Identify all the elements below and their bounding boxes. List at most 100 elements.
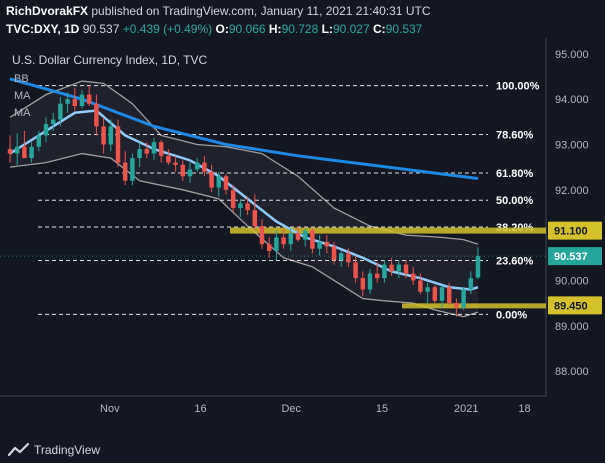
candle-body — [122, 162, 128, 181]
candlestick — [50, 112, 56, 131]
candle-body — [382, 264, 387, 279]
candle-body — [209, 171, 214, 188]
candlestick — [266, 237, 272, 258]
candle-body — [29, 146, 34, 159]
candle-body — [137, 149, 142, 159]
x-tick-label: 15 — [376, 403, 388, 415]
fib-level-label: 23.60% — [496, 256, 534, 268]
open-label: O: — [215, 22, 229, 36]
author-name[interactable]: RichDvorakFX — [6, 4, 89, 18]
candle-body — [65, 99, 70, 104]
candlestick — [338, 250, 344, 267]
x-tick-label: 18 — [518, 403, 530, 415]
axes: 95.00094.00093.00092.00091.00090.00089.0… — [100, 49, 589, 415]
candle-body — [454, 303, 459, 308]
candle-body — [266, 244, 272, 251]
published-text: published on TradingView.com, January 11… — [91, 4, 431, 18]
candlestick — [209, 164, 214, 193]
low-label: L: — [321, 22, 333, 36]
tradingview-branding[interactable]: TradingView — [8, 443, 100, 457]
candlestick — [259, 219, 265, 249]
open-value: 90.066 — [228, 22, 266, 36]
symbol-info: TVC:DXY, 1D 90.537 +0.439 (+0.49%) O:90.… — [6, 22, 422, 36]
y-tick-label: 94.000 — [555, 94, 589, 106]
price-tag-box — [548, 296, 602, 315]
fib-level-label: 61.80% — [496, 168, 534, 180]
candle-body — [396, 264, 402, 272]
candle-body — [403, 264, 409, 274]
close-label: C: — [372, 22, 386, 36]
bollinger-bands — [9, 80, 479, 318]
candlestick — [137, 142, 142, 168]
candle-body — [230, 189, 236, 208]
candlestick — [432, 284, 438, 304]
candlestick — [353, 255, 358, 283]
candlestick — [36, 130, 42, 152]
candlestick — [454, 298, 459, 317]
candlestick — [461, 287, 466, 310]
y-tick-label: 88.000 — [555, 366, 589, 378]
candle-body — [94, 103, 99, 127]
candlestick — [65, 92, 70, 113]
candle-body — [389, 264, 394, 272]
candlestick — [281, 228, 286, 249]
candle-body — [79, 94, 85, 106]
high-label: H: — [268, 22, 282, 36]
candle-body — [288, 232, 294, 245]
candlestick — [439, 284, 445, 308]
chart-frame — [0, 38, 547, 397]
symbol-label: TVC:DXY, 1D — [6, 22, 80, 36]
candle-body — [310, 230, 315, 249]
candlestick — [216, 171, 222, 197]
candle-body — [274, 237, 279, 251]
price-tag-box — [548, 247, 602, 266]
candlestick — [29, 142, 34, 163]
candle-body — [14, 146, 20, 154]
candlestick — [288, 228, 294, 251]
candlestick — [367, 269, 373, 295]
price-tag-label: 89.450 — [554, 300, 588, 312]
candlestick — [194, 158, 200, 172]
price-tags: 91.100 90.537 89.450 — [548, 221, 602, 315]
candle-body — [353, 262, 358, 279]
candlestick — [360, 271, 366, 297]
candlestick — [158, 139, 164, 163]
moving-average-slow — [9, 77, 479, 180]
candlestick — [382, 260, 387, 283]
candlestick — [230, 185, 236, 213]
x-tick-label: 2021 — [454, 403, 478, 415]
candle-body — [374, 273, 380, 279]
candlestick — [14, 133, 20, 165]
candle-body — [194, 162, 200, 170]
close-value: 90.537 — [385, 22, 423, 36]
candle-body — [22, 146, 27, 159]
candle-body — [202, 162, 207, 172]
candle-body — [295, 232, 301, 240]
candlestick — [425, 282, 430, 304]
candle-body — [108, 126, 114, 145]
candle-body — [302, 230, 308, 240]
candlestick — [403, 260, 409, 279]
chart-titles: U.S. Dollar Currency Index, 1D, TVC BB M… — [12, 53, 208, 119]
legend-ma-slow: MA — [14, 107, 31, 119]
candle-body — [238, 203, 243, 208]
candle-body — [468, 278, 474, 290]
candlestick — [72, 87, 78, 111]
candlestick — [86, 85, 92, 106]
price-tag-label: 91.100 — [554, 226, 588, 238]
candle-body — [446, 287, 452, 304]
candle-body — [180, 164, 186, 177]
price-chart[interactable]: 100.00%78.60%61.80%50.00%38.20%23.60%0.0… — [0, 38, 605, 433]
candle-body — [86, 94, 92, 104]
candlestick — [166, 149, 171, 165]
candle-body — [223, 176, 229, 190]
candlestick — [115, 119, 121, 168]
x-tick-label: Dec — [281, 403, 301, 415]
candlestick — [310, 228, 315, 254]
candlestick — [101, 117, 106, 154]
candlestick — [223, 173, 229, 195]
candlestick — [346, 248, 351, 267]
legend-bb: BB — [14, 73, 29, 85]
fib-level-label: 100.00% — [496, 81, 540, 93]
